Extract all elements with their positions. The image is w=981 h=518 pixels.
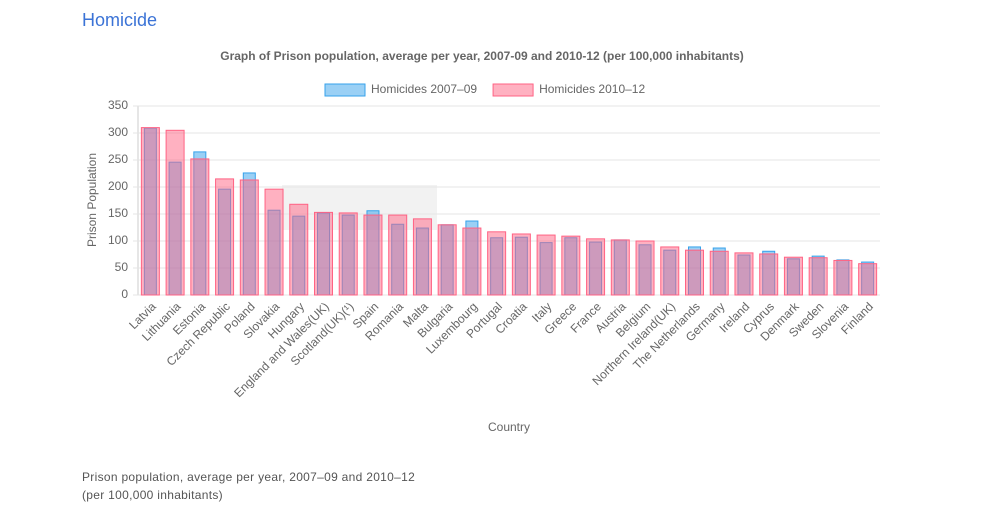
- bar: [783, 256, 803, 296]
- y-tick-label: 100: [108, 233, 128, 247]
- y-tick-label: 350: [108, 98, 128, 112]
- bar: [190, 158, 210, 296]
- heading[interactable]: Homicide: [82, 10, 158, 30]
- bar: [314, 211, 333, 296]
- bar: [660, 246, 680, 296]
- bar: [858, 263, 878, 296]
- bar: [239, 179, 259, 296]
- x-axis-title: Country: [488, 420, 530, 434]
- bar: [437, 224, 457, 296]
- y-tick-label: 250: [108, 152, 128, 166]
- bar: [215, 178, 235, 296]
- bar: [289, 203, 309, 296]
- bar: [412, 218, 432, 296]
- bar: [140, 127, 160, 296]
- y-tick-label: 200: [108, 179, 128, 193]
- bar: [561, 235, 581, 296]
- bar: [759, 253, 779, 296]
- bar: [338, 212, 358, 296]
- y-tick-label: 50: [115, 260, 129, 274]
- chart-title: Graph of Prison population, average per …: [220, 49, 744, 63]
- caption-line: (per 100,000 inhabitants): [82, 488, 223, 502]
- legend-label: Homicides 2010–12: [539, 82, 645, 96]
- bar: [536, 234, 556, 296]
- y-tick-label: 0: [121, 287, 128, 301]
- bar: [462, 227, 482, 296]
- bar: [264, 188, 284, 296]
- bar: [685, 249, 704, 296]
- bar: [511, 233, 531, 296]
- bar: [833, 259, 853, 296]
- bar: [363, 214, 383, 296]
- bar: [487, 231, 507, 296]
- legend-label: Homicides 2007–09: [371, 82, 477, 96]
- bar: [165, 129, 185, 296]
- bar: [610, 239, 630, 296]
- bar: [635, 240, 655, 296]
- legend-swatch: [492, 83, 534, 97]
- bar: [388, 214, 408, 296]
- caption: Prison population, average per year, 200…: [82, 468, 415, 504]
- bar: [808, 257, 828, 296]
- chart: Graph of Prison population, average per …: [85, 49, 880, 434]
- bar: [709, 250, 729, 296]
- bar: [734, 252, 754, 296]
- bar: [586, 238, 606, 296]
- caption-line: Prison population, average per year, 200…: [82, 470, 416, 484]
- y-tick-label: 300: [108, 125, 128, 139]
- y-tick-label: 150: [108, 206, 128, 220]
- y-axis-title: Prison Population: [85, 153, 99, 247]
- legend-swatch: [324, 83, 366, 97]
